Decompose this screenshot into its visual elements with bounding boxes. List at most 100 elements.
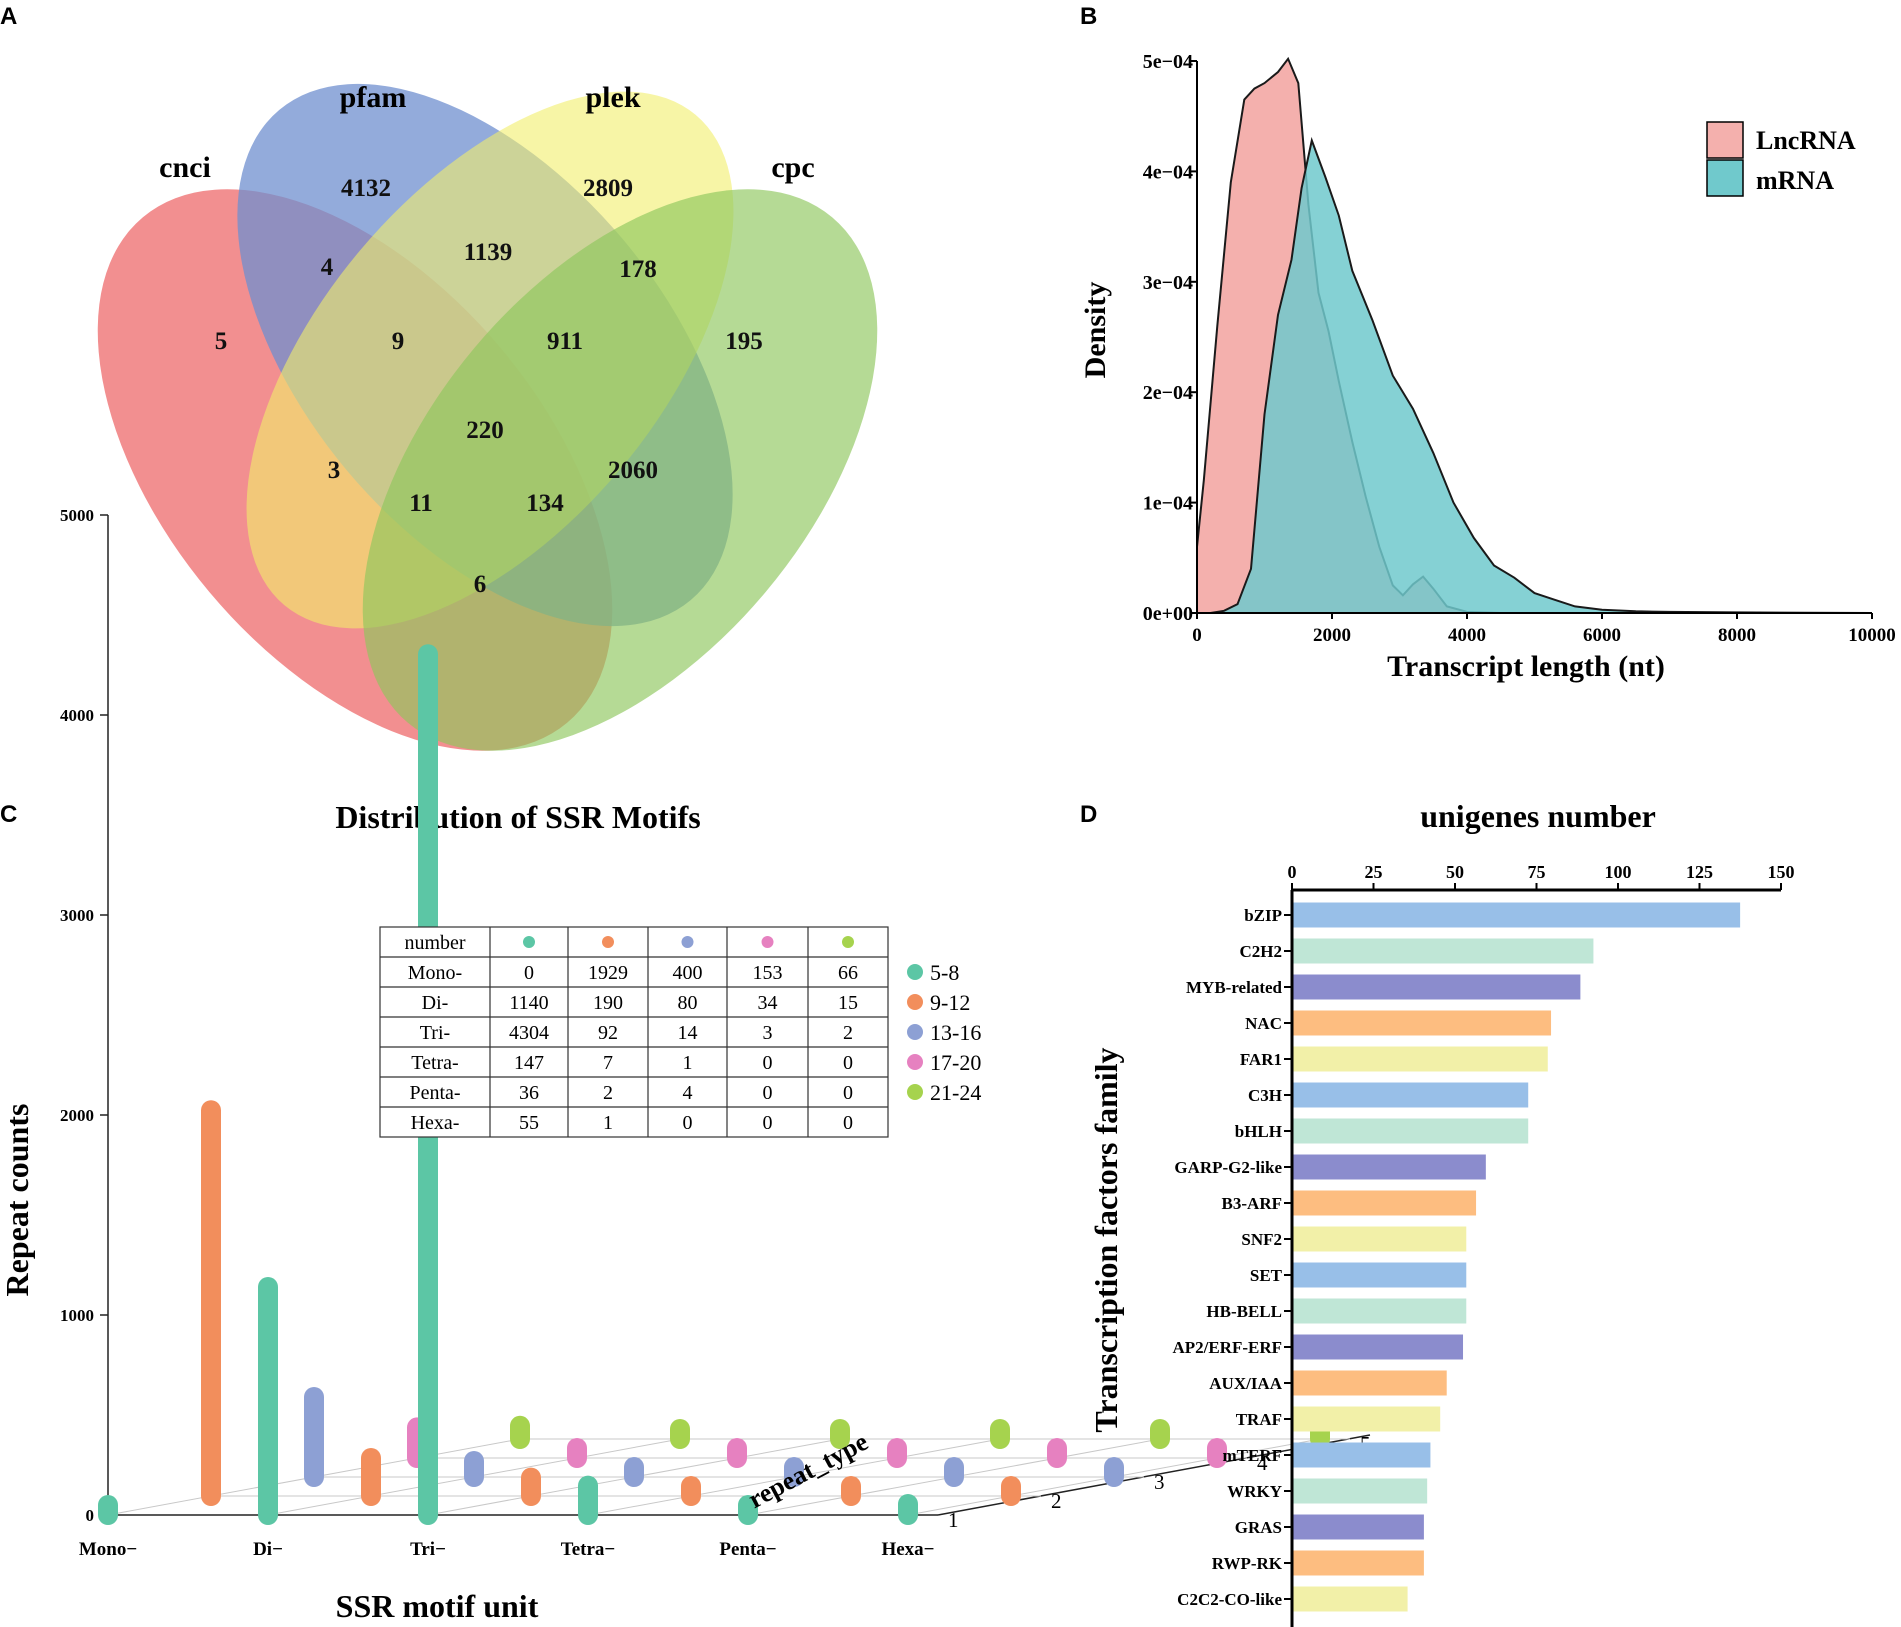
ssr-depth-label: 1 (948, 1508, 959, 1532)
tf-y-axis-title: Transcription factors family (1088, 1047, 1124, 1432)
tf-bar-aux-iaa (1293, 1370, 1447, 1396)
ssr-legend-label: 5-8 (930, 960, 959, 985)
venn-count-cnci-only: 5 (215, 328, 228, 355)
density-y-tick-label: 3e−04 (1143, 272, 1193, 294)
panel-label-d: D (1080, 801, 1097, 828)
tf-bar-c2h2 (1293, 938, 1594, 964)
ssr-category-label: Penta− (719, 1539, 776, 1560)
tf-category-label: HB-BELL (1206, 1302, 1282, 1321)
tf-category-label: C2C2-CO-like (1177, 1590, 1282, 1609)
tf-category-label: MYB-related (1186, 978, 1283, 997)
ssr-table-cell: 15 (838, 992, 858, 1014)
venn-count-plek-cpc: 178 (619, 256, 657, 283)
tf-x-tick-label: 0 (1288, 862, 1297, 882)
density-x-axis-title: Transcript length (nt) (1387, 650, 1665, 683)
ssr-legend-label: 13-16 (930, 1020, 981, 1045)
ssr-depth-label: 4 (1257, 1451, 1268, 1475)
ssr-y-axis-title: Repeat counts (0, 1104, 35, 1297)
ssr-table-cell: 190 (593, 992, 623, 1014)
ssr-table-cell: 0 (763, 1112, 773, 1134)
ssr-table-row-label: Di- (422, 992, 449, 1014)
venn-count-all: 220 (466, 417, 504, 444)
ssr-table-color-dot (842, 936, 854, 948)
tf-bar-bhlh (1293, 1118, 1529, 1144)
ssr-table-color-dot (761, 936, 774, 948)
venn-count-plek-only: 2809 (583, 175, 633, 202)
panel-label-c: C (0, 801, 17, 828)
tf-category-label: AP2/ERF-ERF (1172, 1338, 1282, 1357)
venn-count-cnci-pfam-cpc: 134 (526, 490, 564, 517)
ssr-table-color-dot (523, 936, 535, 948)
tf-x-tick-label: 75 (1528, 862, 1546, 882)
ssr-table-cell: 4304 (509, 1022, 549, 1044)
tf-chart: unigenes number 0 25 50 75 100 125 150 bZIP C2H2… (1088, 798, 1795, 1627)
ssr-table-row-label: Tetra- (411, 1052, 458, 1074)
tf-bar-hb-bell (1293, 1298, 1467, 1324)
ssr-table-cell: 3 (763, 1022, 773, 1044)
tf-bar-snf2 (1293, 1226, 1467, 1252)
venn-label-cpc: cpc (771, 151, 814, 184)
tf-bar-far1 (1293, 1046, 1548, 1072)
venn-count-cnci-plek: 3 (328, 457, 341, 484)
venn-count-cnci-cpc: 6 (474, 571, 487, 598)
density-y-tick-label: 4e−04 (1143, 161, 1193, 183)
tf-category-label: RWP-RK (1212, 1554, 1283, 1573)
ssr-table-cell: 7 (603, 1052, 613, 1074)
venn-count-pfam-plek: 1139 (464, 239, 513, 266)
ssr-y-tick-label: 0 (86, 1506, 95, 1525)
ssr-y-tick-label: 2000 (60, 1106, 94, 1125)
tf-category-label: SET (1250, 1266, 1283, 1285)
tf-bar-traf (1293, 1406, 1441, 1432)
density-x-tick-label: 6000 (1583, 625, 1621, 646)
ssr-legend-label: 9-12 (930, 990, 970, 1015)
venn-count-cnci-pfam: 4 (321, 254, 334, 281)
ssr-table-row-label: Tri- (420, 1022, 450, 1044)
ssr-depth-label: 3 (1154, 1470, 1165, 1494)
venn-label-cnci: cnci (159, 151, 211, 184)
density-x-tick-label: 10000 (1848, 625, 1896, 646)
venn-label-pfam: pfam (340, 81, 407, 114)
tf-bar-nac (1293, 1010, 1552, 1036)
ssr-category-label: Tri− (410, 1539, 446, 1560)
density-y-tick-label: 0e+00 (1143, 603, 1193, 625)
ssr-table-cell: 153 (753, 962, 783, 984)
ssr-table (379, 926, 889, 1138)
ssr-table-cell: 0 (683, 1112, 693, 1134)
venn-set-cpc (362, 189, 878, 751)
ssr-category-label: Tetra− (561, 1539, 615, 1560)
ssr-x-axis-title: SSR motif unit (336, 1588, 539, 1624)
ssr-table-cell: 400 (673, 962, 703, 984)
ssr-table-cell: 0 (843, 1112, 853, 1134)
ssr-table-cell: 1929 (588, 962, 628, 984)
ssr-legend-dot (907, 1084, 923, 1100)
ssr-table-header: number (404, 932, 465, 954)
density-x-tick-label: 4000 (1448, 625, 1486, 646)
ssr-table-cell: 0 (843, 1082, 853, 1104)
ssr-table-cell: 0 (763, 1082, 773, 1104)
ssr-table-cell: 66 (838, 962, 858, 984)
tf-x-tick-label: 100 (1605, 862, 1632, 882)
tf-category-label: GARP-G2-like (1174, 1158, 1282, 1177)
venn-count-pfam-cpc: 2060 (608, 457, 658, 484)
ssr-legend-label: 21-24 (930, 1080, 981, 1105)
tf-bar-bzip (1293, 902, 1741, 928)
venn-label-plek: plek (585, 81, 640, 114)
ssr-legend-dot (907, 1024, 923, 1040)
ssr-y-tick-label: 3000 (60, 906, 94, 925)
tf-bar-wrky (1293, 1478, 1428, 1504)
density-y-tick-label: 5e−04 (1143, 51, 1193, 73)
venn-diagram: cnci pfam plek cpc 5 4132 2809 195 4 113… (97, 81, 878, 751)
ssr-y-tick-label: 4000 (60, 706, 94, 725)
tf-category-label: C3H (1248, 1086, 1282, 1105)
tf-bar-rwp-rk (1293, 1550, 1424, 1576)
ssr-table-color-dot (681, 936, 694, 948)
ssr-table-cell: 4 (683, 1082, 693, 1104)
density-y-tick-label: 1e−04 (1143, 493, 1193, 515)
tf-category-label: B3-ARF (1222, 1194, 1282, 1213)
tf-x-tick-label: 50 (1446, 862, 1464, 882)
density-chart: 0 2000 4000 6000 8000 10000 0e+00 1e−04 2e−04 3e−… (1079, 51, 1896, 683)
ssr-chart-title: Distribution of SSR Motifs (335, 799, 700, 835)
tf-x-tick-label: 125 (1686, 862, 1713, 882)
legend-swatch-lncrna (1706, 121, 1744, 159)
